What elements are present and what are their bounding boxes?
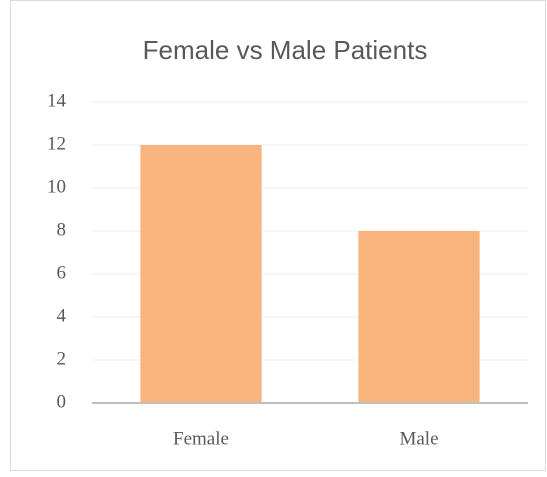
y-tick-label: 8	[57, 219, 67, 240]
y-tick-label: 4	[57, 305, 67, 326]
x-tick-label: Female	[173, 428, 229, 449]
bar	[140, 145, 262, 403]
y-tick-label: 14	[47, 90, 67, 111]
y-tick-label: 2	[57, 348, 67, 369]
chart-title: Female vs Male Patients	[143, 35, 428, 65]
y-tick-label: 10	[47, 176, 66, 197]
y-tick-label: 0	[57, 391, 67, 412]
bar	[358, 231, 480, 403]
y-tick-label: 12	[47, 133, 66, 154]
x-tick-label: Male	[399, 428, 438, 449]
y-tick-label: 6	[57, 262, 67, 283]
